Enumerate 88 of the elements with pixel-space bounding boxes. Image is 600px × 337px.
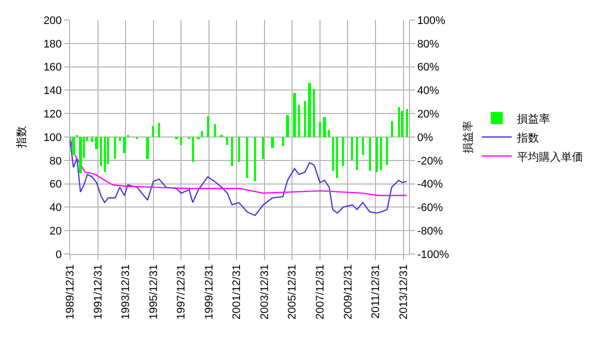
y2-tick-label: -20% <box>417 155 444 168</box>
bar <box>286 115 289 137</box>
bar <box>308 83 311 137</box>
x-tick-label: 2005/12/31 <box>286 264 299 320</box>
x-tick-label: 1997/12/31 <box>176 264 188 320</box>
bar <box>406 109 408 137</box>
x-tick-label: 2001/12/31 <box>231 264 244 320</box>
bar <box>336 137 338 178</box>
bar <box>391 121 393 137</box>
bar <box>332 137 334 171</box>
legend-label: 平均購入単価 <box>516 150 583 164</box>
y-tick-label: 80 <box>50 155 62 168</box>
bar <box>95 137 98 149</box>
bar <box>376 137 378 172</box>
bar <box>319 122 321 137</box>
y2-tick-label: 20% <box>417 108 440 120</box>
x-tick-label: 1999/12/31 <box>203 264 216 320</box>
x-tick-label: 2011/12/31 <box>370 264 382 319</box>
bar <box>180 137 182 145</box>
x-tick-label: 1991/12/31 <box>92 264 104 320</box>
bar <box>313 89 315 137</box>
bar <box>254 137 256 181</box>
y-tick-label: 140 <box>43 85 62 98</box>
bar <box>192 137 194 162</box>
bar <box>201 131 203 137</box>
bar <box>123 137 126 153</box>
y2-tick-label: -100% <box>417 248 450 261</box>
x-tick-label: 1989/12/31 <box>64 264 77 320</box>
bar <box>282 137 284 146</box>
bar <box>91 137 93 142</box>
y2-tick-label: 100% <box>417 14 446 27</box>
bar <box>158 123 160 137</box>
y-tick-label: 100 <box>43 132 62 144</box>
bar <box>72 137 75 155</box>
x-tick-label: 1993/12/31 <box>120 264 132 320</box>
bar <box>351 137 353 160</box>
x-tick-label: 2003/12/31 <box>258 264 271 320</box>
bar <box>386 137 388 165</box>
bar <box>342 137 344 166</box>
bar <box>214 124 216 137</box>
y-tick-label: 200 <box>43 14 62 27</box>
bar <box>380 137 382 170</box>
y-tick-label: 120 <box>43 108 62 120</box>
bar <box>119 137 121 141</box>
bar <box>362 137 364 155</box>
y-tick-label: 40 <box>50 202 62 214</box>
bar <box>104 137 106 172</box>
bar <box>146 137 149 159</box>
bar <box>231 137 233 166</box>
y-tick-label: 20 <box>50 225 62 238</box>
y2-axis-title: 損益率 <box>461 120 474 154</box>
bar <box>262 137 264 159</box>
bar <box>401 111 403 137</box>
y2-tick-label: 0% <box>417 132 434 144</box>
y2-tick-label: -80% <box>417 225 444 238</box>
y2-tick-label: 80% <box>417 38 440 50</box>
bar <box>246 137 248 178</box>
y-axis-title: 指数 <box>16 126 28 149</box>
bar <box>293 93 296 137</box>
bar <box>323 117 326 137</box>
bar <box>328 130 330 137</box>
x-tick-label: 2007/12/31 <box>314 264 327 320</box>
y2-tick-label: 40% <box>417 85 440 98</box>
y-tick-label: 60 <box>50 178 62 191</box>
y2-tick-label: -60% <box>417 202 444 214</box>
bar <box>207 116 209 137</box>
bar <box>369 137 371 171</box>
bar <box>79 137 82 173</box>
bar <box>238 137 240 162</box>
y2-tick-label: 60% <box>417 62 440 74</box>
bar <box>100 137 102 166</box>
legend-label: 損益率 <box>516 112 550 126</box>
legend-label: 指数 <box>516 132 539 144</box>
bar <box>398 107 400 137</box>
y-tick-label: 160 <box>43 62 62 74</box>
y-tick-label: 180 <box>43 38 62 50</box>
x-tick-label: 1995/12/31 <box>148 264 160 320</box>
x-tick-label: 2009/12/31 <box>342 264 354 320</box>
x-tick-label: 2013/12/31 <box>398 264 410 320</box>
bar <box>114 137 116 159</box>
y2-tick-label: -40% <box>417 178 444 191</box>
bar <box>304 101 306 137</box>
bar <box>298 105 300 137</box>
bar <box>271 137 274 148</box>
bar <box>226 137 228 145</box>
bar <box>152 126 154 137</box>
bar <box>356 137 358 170</box>
y-tick-label: 0 <box>56 248 62 261</box>
